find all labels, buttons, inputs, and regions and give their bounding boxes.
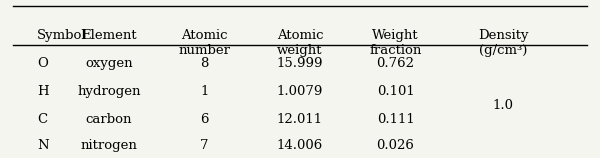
Text: 14.006: 14.006 (277, 139, 323, 152)
Text: nitrogen: nitrogen (80, 139, 137, 152)
Text: C: C (37, 113, 47, 126)
Text: 6: 6 (200, 113, 209, 126)
Text: oxygen: oxygen (85, 57, 133, 70)
Text: H: H (37, 85, 49, 98)
Text: 7: 7 (200, 139, 209, 152)
Text: 8: 8 (200, 57, 209, 70)
Text: Atomic
weight: Atomic weight (277, 29, 323, 57)
Text: carbon: carbon (86, 113, 132, 126)
Text: hydrogen: hydrogen (77, 85, 140, 98)
Text: 0.101: 0.101 (377, 85, 415, 98)
Text: 1.0: 1.0 (493, 99, 514, 112)
Text: Weight
fraction: Weight fraction (370, 29, 422, 57)
Text: 0.762: 0.762 (377, 57, 415, 70)
Text: 12.011: 12.011 (277, 113, 323, 126)
Text: Element: Element (81, 29, 137, 42)
Text: 15.999: 15.999 (277, 57, 323, 70)
Text: 1.0079: 1.0079 (277, 85, 323, 98)
Text: N: N (37, 139, 49, 152)
Text: Symbol: Symbol (37, 29, 87, 42)
Text: O: O (37, 57, 48, 70)
Text: 1: 1 (200, 85, 209, 98)
Text: 0.026: 0.026 (377, 139, 415, 152)
Text: 0.111: 0.111 (377, 113, 415, 126)
Text: Atomic
number: Atomic number (178, 29, 230, 57)
Text: Density
(g/cm³): Density (g/cm³) (478, 29, 529, 57)
